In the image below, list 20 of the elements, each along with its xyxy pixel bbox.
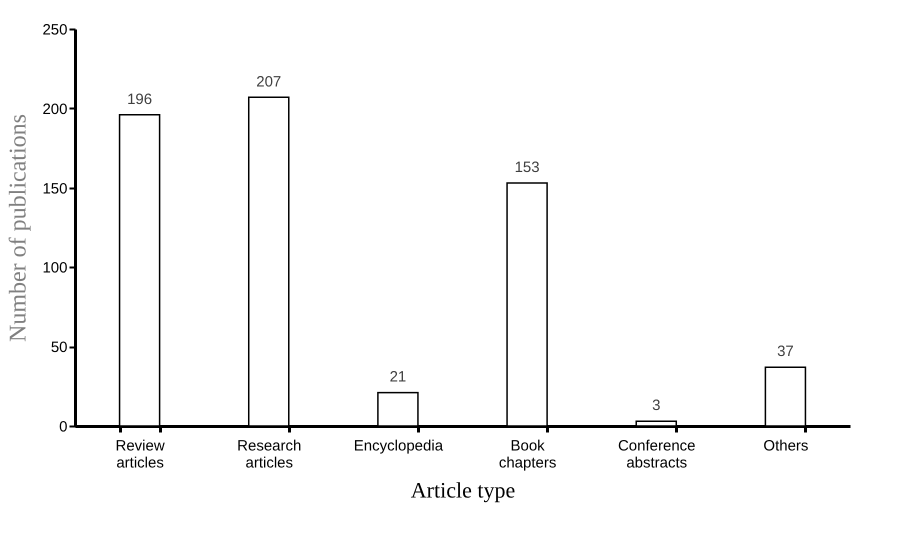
y-axis-title: Number of publications	[5, 114, 32, 342]
x-tick-label: Research articles	[237, 438, 302, 472]
data-label: 153	[514, 159, 540, 176]
y-tick-label: 150	[42, 180, 68, 198]
data-label: 37	[777, 343, 794, 360]
data-label: 207	[256, 73, 282, 90]
x-tick-label: Book chapters	[498, 438, 556, 472]
y-tick-label: 50	[50, 339, 68, 356]
x-tick-label: Review articles	[115, 438, 165, 472]
data-label: 21	[390, 368, 406, 386]
y-tick-label: 200	[42, 100, 68, 118]
data-label: 3	[652, 397, 660, 414]
y-tick-label: 250	[42, 22, 68, 38]
x-tick-label: Others	[763, 438, 808, 454]
y-tick-label: 100	[42, 260, 68, 277]
y-tick-label: 0	[59, 418, 68, 436]
x-tick-label: Encyclopedia	[354, 438, 444, 454]
data-label: 196	[127, 90, 152, 108]
x-tick-label: Conference abstracts	[618, 438, 696, 472]
x-axis-title: Article type	[410, 478, 516, 502]
